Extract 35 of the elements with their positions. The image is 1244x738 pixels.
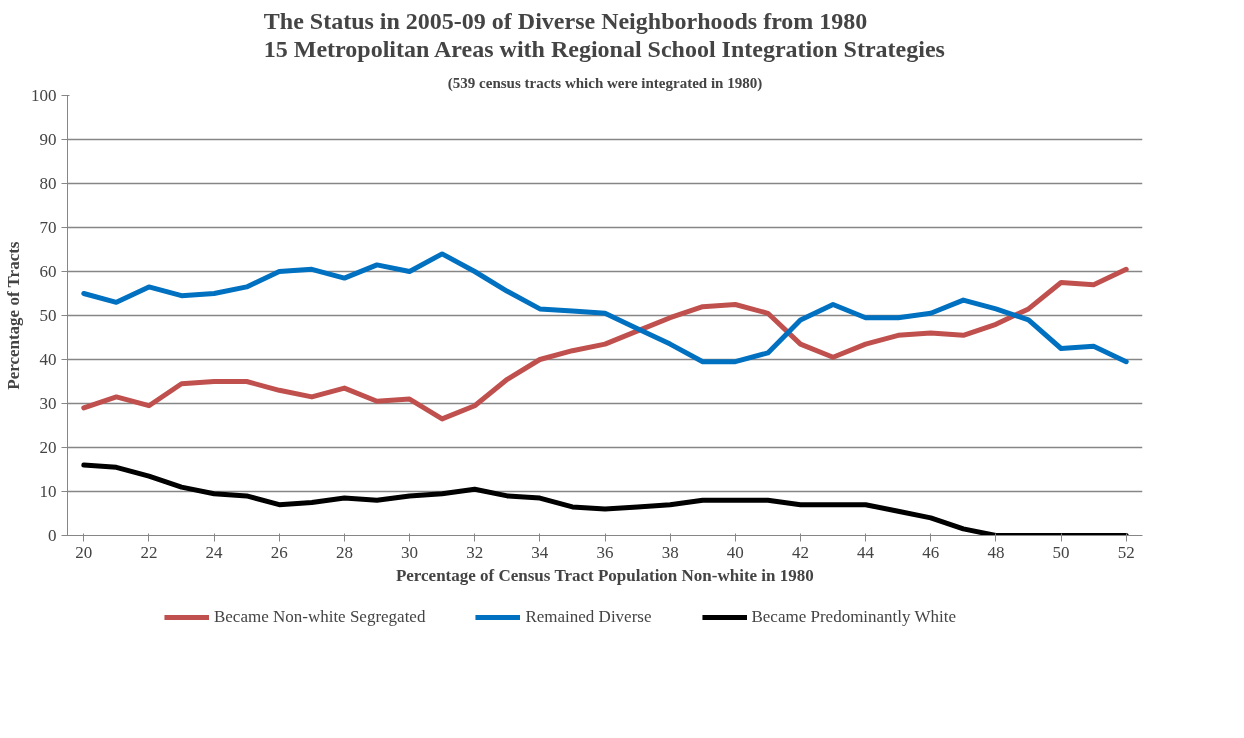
- x-tick-label: 52: [1117, 542, 1135, 562]
- x-tick-label: 32: [466, 542, 484, 562]
- y-tick-label: 20: [39, 438, 57, 457]
- x-tick-label: 36: [596, 542, 614, 562]
- x-tick-label: 34: [531, 542, 549, 562]
- y-tick-label: 0: [48, 526, 57, 545]
- x-tick-label: 20: [75, 542, 93, 562]
- y-tick-label: 10: [39, 482, 57, 501]
- x-tick-label: 22: [140, 542, 158, 562]
- x-tick-label: 40: [726, 542, 744, 562]
- legend-label: Became Predominantly White: [751, 607, 957, 627]
- y-axis-title: Percentage of Tracts: [4, 241, 23, 390]
- x-tick-label: 42: [791, 542, 809, 562]
- chart-subtitle: (539 census tracts which were integrated in 1980): [447, 74, 763, 92]
- chart-title: The Status in 2005-09 of Diverse Neighborhoods from 1980 15 Metropolitan Areas with Regional School Integration Strategies: [263, 7, 945, 63]
- y-tick-label: 40: [39, 350, 57, 369]
- x-tick-label: 46: [922, 542, 940, 562]
- x-axis-title: Percentage of Census Tract Population Non-white in 1980: [395, 565, 814, 585]
- y-tick-label: 30: [39, 394, 57, 413]
- y-tick-label: 70: [39, 218, 57, 237]
- y-tick-label: 60: [39, 262, 57, 281]
- x-tick-label: 26: [270, 542, 288, 562]
- legend-label: Remained Diverse: [525, 607, 652, 627]
- x-tick-label: 24: [205, 542, 224, 562]
- x-tick-label: 48: [987, 542, 1005, 562]
- x-tick-label: 30: [401, 542, 419, 562]
- x-tick-label: 50: [1052, 542, 1070, 562]
- y-tick-label: 50: [39, 306, 57, 325]
- x-tick-label: 38: [661, 542, 679, 562]
- y-tick-label: 100: [31, 86, 57, 105]
- y-tick-label: 80: [39, 174, 57, 193]
- x-tick-label: 44: [857, 542, 875, 562]
- legend-label: Became Non-white Segregated: [213, 607, 426, 627]
- x-tick-label: 28: [335, 542, 353, 562]
- y-tick-label: 90: [39, 130, 57, 149]
